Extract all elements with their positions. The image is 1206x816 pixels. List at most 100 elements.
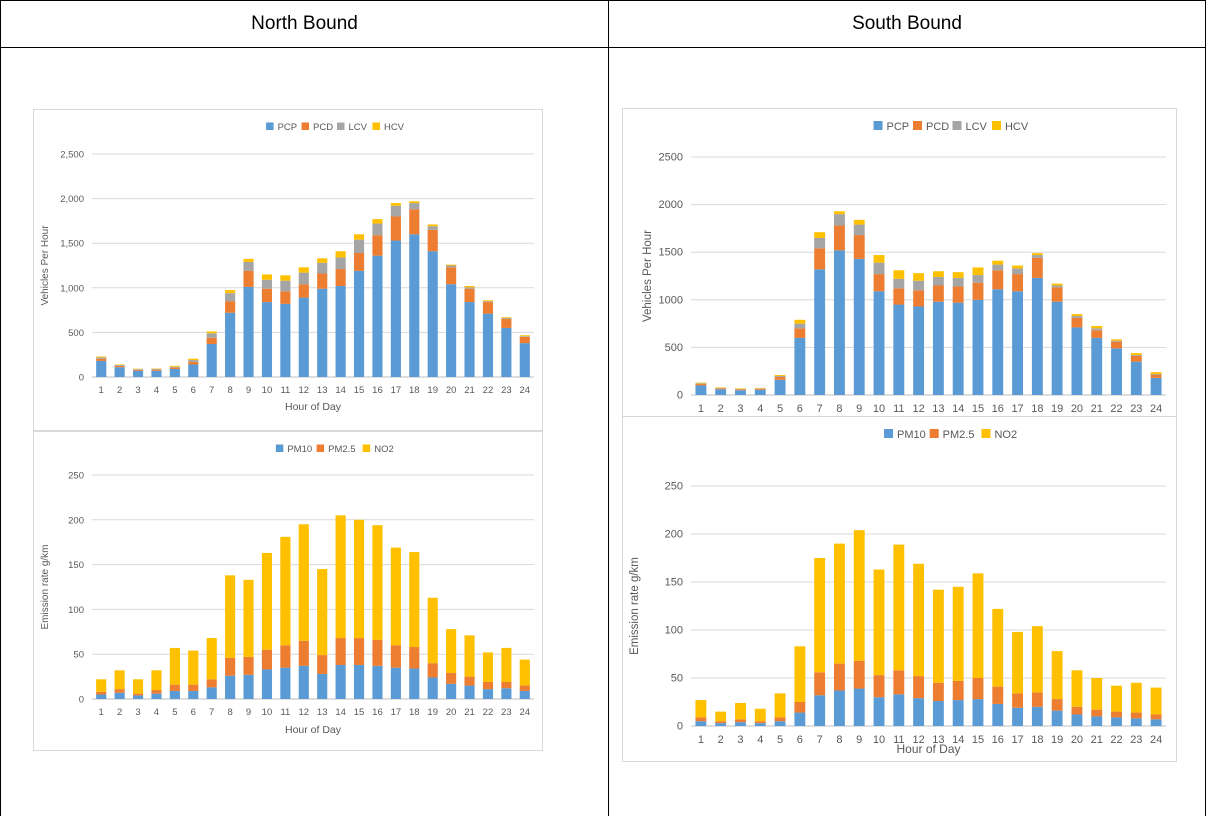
bar-segment: [335, 286, 346, 377]
bar-segment: [501, 318, 512, 320]
x-tick-label: 8: [836, 403, 842, 415]
x-tick-label: 11: [893, 403, 904, 415]
bar-segment: [335, 664, 346, 699]
bar-segment: [735, 702, 746, 720]
bar-segment: [853, 688, 865, 726]
bar-segment: [519, 685, 530, 691]
bar-segment: [188, 684, 199, 691]
bar-segment: [913, 563, 925, 677]
x-tick-label: 6: [797, 734, 803, 746]
x-tick-label: 14: [952, 403, 964, 415]
bar-segment: [96, 679, 107, 692]
bar-segment: [794, 712, 806, 726]
legend-label: HCV: [384, 122, 405, 133]
bar-segment: [873, 569, 885, 676]
bar-segment: [519, 335, 530, 337]
x-tick-label: 4: [154, 707, 159, 718]
x-tick-label: 1: [99, 385, 104, 396]
bar-segment: [932, 701, 944, 726]
bar-segment: [1130, 718, 1142, 726]
x-tick-label: 23: [1130, 734, 1142, 746]
x-tick-label: 24: [520, 385, 531, 396]
bar-segment: [1130, 712, 1142, 719]
bar-segment: [464, 676, 475, 686]
bar-segment: [132, 370, 144, 377]
y-axis-label: Vehicles Per Hour: [642, 230, 654, 322]
bar-segment: [501, 319, 512, 328]
x-tick-label: 6: [797, 403, 803, 415]
legend-label: NO2: [374, 444, 394, 455]
x-tick-label: 9: [856, 734, 862, 746]
x-tick-label: 11: [280, 385, 290, 396]
bar-segment: [482, 652, 494, 682]
bar-segment: [715, 389, 727, 395]
bar-segment: [446, 265, 457, 268]
bar-segment: [833, 250, 845, 395]
x-tick-label: 12: [299, 707, 310, 718]
bar-segment: [873, 697, 885, 726]
bar-segment: [188, 360, 199, 362]
bar-segment: [972, 699, 984, 726]
bar-segment: [335, 257, 346, 270]
x-tick-label: 13: [932, 403, 944, 415]
x-axis-label: Hour of Day: [896, 742, 960, 756]
bar-segment: [695, 382, 707, 384]
x-tick-label: 17: [1011, 734, 1023, 746]
bar-segment: [1031, 692, 1043, 707]
bar-segment: [932, 682, 944, 702]
x-tick-label: 12: [299, 385, 310, 396]
bar-segment: [151, 693, 162, 699]
bar-segment: [1091, 330, 1103, 338]
bar-segment: [353, 253, 365, 271]
bar-segment: [317, 258, 328, 263]
bar-segment: [96, 360, 107, 377]
bar-segment: [427, 229, 438, 252]
bar-segment: [317, 273, 328, 289]
bar-segment: [409, 201, 420, 204]
bar-segment: [952, 286, 964, 303]
x-tick-label: 3: [737, 403, 743, 415]
bar-segment: [695, 700, 707, 718]
bar-segment: [464, 286, 475, 288]
x-tick-label: 14: [952, 734, 964, 746]
bar-segment: [261, 288, 273, 303]
bar-segment: [353, 234, 365, 240]
bar-segment: [482, 300, 494, 302]
bar-segment: [317, 655, 328, 674]
bar-segment: [206, 638, 217, 680]
bar-segment: [972, 573, 984, 678]
bar-segment: [519, 336, 530, 337]
x-tick-label: 20: [1071, 403, 1083, 415]
y-tick-label: 50: [73, 650, 84, 661]
bar-segment: [1012, 268, 1024, 275]
x-tick-label: 2: [718, 734, 724, 746]
y-axis-label: Vehicles Per Hour: [40, 225, 51, 306]
bar-segment: [1071, 706, 1083, 715]
bar-segment: [695, 717, 707, 722]
bar-segment: [1071, 670, 1083, 707]
x-tick-label: 21: [1091, 734, 1103, 746]
x-tick-label: 17: [1011, 403, 1023, 415]
x-tick-label: 24: [520, 707, 531, 718]
bar-segment: [1012, 693, 1024, 708]
bar-segment: [913, 290, 925, 307]
bar-segment: [206, 337, 217, 344]
bar-segment: [188, 650, 199, 685]
x-tick-label: 15: [972, 403, 984, 415]
bar-segment: [774, 721, 786, 726]
bar-segment: [715, 711, 727, 722]
bar-segment: [372, 255, 383, 377]
bar-segment: [992, 260, 1004, 265]
x-tick-label: 23: [1130, 403, 1142, 415]
bar-segment: [169, 647, 180, 685]
bar-segment: [114, 692, 125, 699]
bar-segment: [715, 721, 727, 724]
bar-segment: [1130, 355, 1142, 362]
x-tick-label: 19: [427, 707, 438, 718]
y-tick-label: 150: [68, 560, 84, 571]
bar-segment: [1150, 687, 1162, 715]
y-tick-label: 2000: [659, 199, 683, 211]
legend-label: PCP: [887, 121, 910, 133]
x-tick-label: 10: [873, 734, 885, 746]
